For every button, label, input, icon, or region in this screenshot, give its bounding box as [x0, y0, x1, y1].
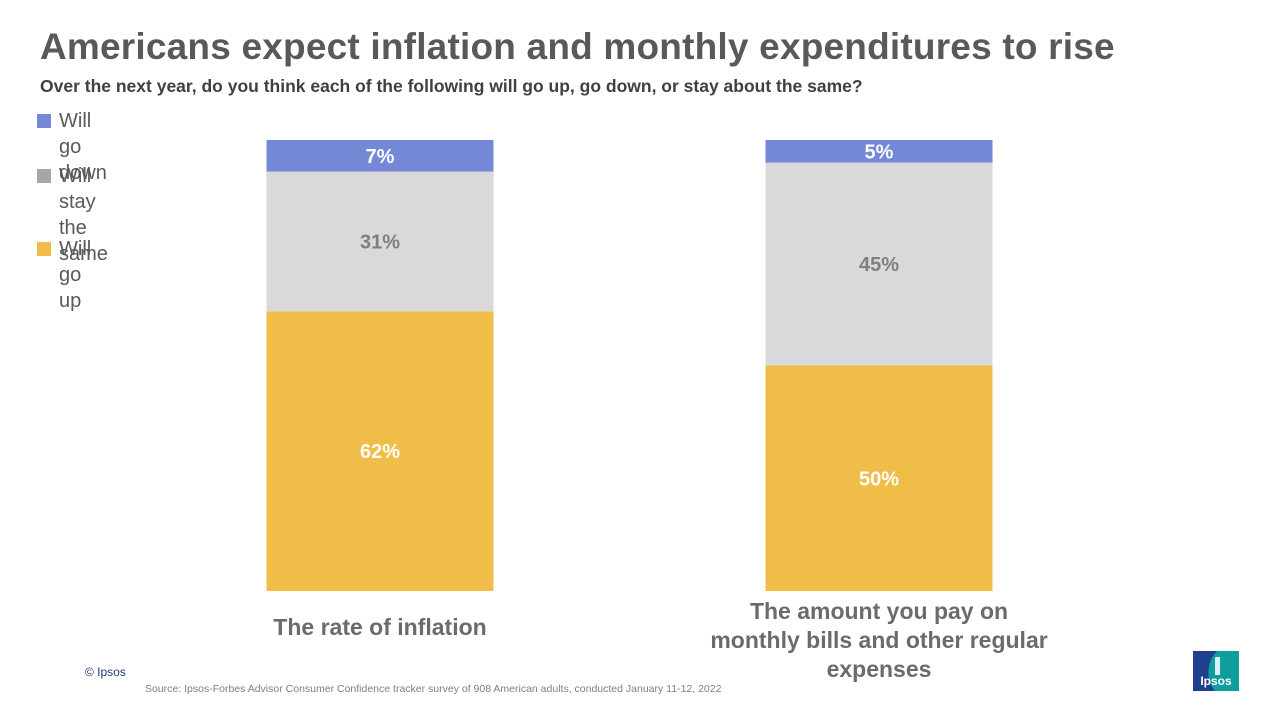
bar-value-label-2-3: 5% [865, 141, 894, 163]
bar-value-label-1-3: 7% [366, 146, 395, 168]
ipsos-logo-shape [1193, 651, 1239, 691]
category-label-2-line-2: monthly bills and other regular [710, 627, 1047, 653]
legend-label-go-down: Will go down [59, 110, 107, 184]
bar-segment-1-3 [266, 140, 494, 172]
legend-label-stay-same: Will stay the same [59, 165, 108, 265]
bar-segment-1-2 [266, 171, 494, 312]
bar-segment-2-1 [765, 365, 993, 591]
bar-value-label-2-1: 50% [859, 468, 899, 490]
legend-swatch-stay-same [37, 169, 51, 183]
chart-subtitle: Over the next year, do you think each of… [40, 76, 863, 96]
legend-swatch-go-up [37, 242, 51, 256]
category-label-2-line-3: expenses [827, 656, 932, 682]
bar-value-label-1-1: 62% [360, 441, 400, 463]
ipsos-logo-text: Ipsos [1200, 674, 1232, 688]
source-note: Source: Ipsos-Forbes Advisor Consumer Co… [145, 683, 722, 695]
copyright: © Ipsos [85, 665, 126, 679]
category-label-1-line-1: The rate of inflation [273, 614, 486, 640]
ipsos-logo: Ipsos [1193, 651, 1239, 691]
bar-segment-2-3 [765, 140, 993, 163]
legend-label-go-up: Will go up [59, 238, 92, 312]
category-label-2-line-1: The amount you pay on [750, 598, 1008, 624]
legend-swatch-go-down [37, 114, 51, 128]
bar-segment-2-2 [765, 162, 993, 366]
bar-segment-1-1 [266, 311, 494, 591]
bar-value-label-2-2: 45% [859, 254, 899, 276]
bar-value-label-1-2: 31% [360, 231, 400, 253]
chart-title: Americans expect inflation and monthly e… [40, 26, 1115, 67]
